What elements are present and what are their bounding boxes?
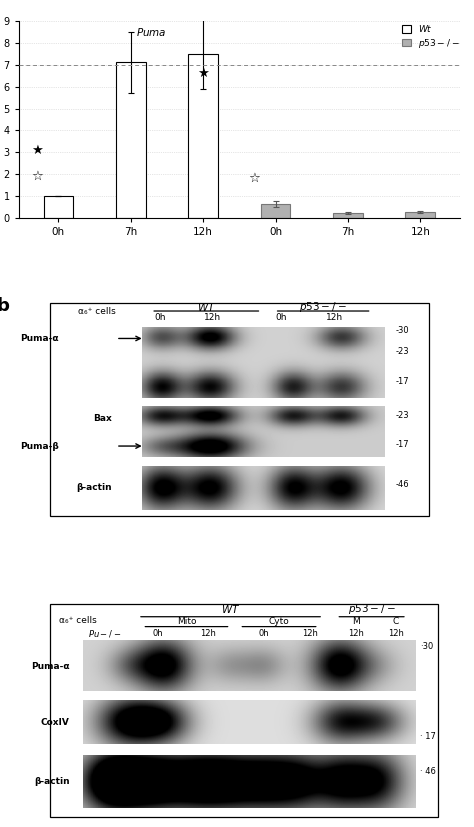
Text: 12h: 12h [302,629,318,638]
Text: C: C [393,617,399,625]
Bar [333,213,363,218]
Text: ☆: ☆ [31,170,43,183]
Bar [50,304,429,516]
Text: -30: -30 [396,327,410,335]
Text: · 17: · 17 [420,732,436,741]
Text: $\it{WT}$: $\it{WT}$ [221,603,240,615]
Bar [50,604,438,816]
Text: α₆⁺ cells: α₆⁺ cells [59,615,96,624]
Text: ·30: ·30 [420,642,433,651]
Text: Puma-α: Puma-α [31,662,70,671]
Text: Puma-β: Puma-β [20,442,59,451]
Text: $\it{Puma}$: $\it{Puma}$ [136,26,166,39]
Text: -17: -17 [396,377,410,385]
Text: -23: -23 [396,347,410,356]
Text: M: M [352,617,360,625]
Text: 0h: 0h [154,313,166,322]
Text: 0h: 0h [258,629,269,638]
Text: ★: ★ [31,144,43,157]
Text: $\it{p53-/-}$: $\it{p53-/-}$ [348,602,395,616]
Bar [405,212,435,218]
Text: 12h: 12h [204,313,221,322]
Text: α₆⁺ cells: α₆⁺ cells [79,307,116,316]
Text: 12h: 12h [326,313,343,322]
Text: Puma-α: Puma-α [20,334,59,343]
Text: β-actin: β-actin [34,777,70,786]
Text: $\it{Pu-/-}$: $\it{Pu-/-}$ [88,628,121,638]
Text: β-actin: β-actin [76,483,111,492]
Bar [188,54,218,218]
Text: -23: -23 [396,411,410,420]
Text: 0h: 0h [275,313,287,322]
Bar [116,62,146,218]
Text: Bax: Bax [93,414,111,423]
Text: 12h: 12h [201,629,217,638]
Text: ☆: ☆ [248,172,260,185]
Text: 0h: 0h [153,629,163,638]
Text: b: b [0,297,10,315]
Text: -46: -46 [396,480,410,489]
Text: Cyto: Cyto [269,617,290,625]
Text: ★: ★ [197,67,209,80]
Legend: $\it{Wt}$, $\it{p53-/-}$: $\it{Wt}$, $\it{p53-/-}$ [402,23,460,50]
Text: $\it{p53-/-}$: $\it{p53-/-}$ [299,299,347,313]
Text: $\it{WT}$: $\it{WT}$ [197,301,216,313]
Text: 12h: 12h [388,629,404,638]
Text: CoxIV: CoxIV [41,718,70,727]
Text: Mito: Mito [177,617,196,625]
Text: · 46: · 46 [420,767,436,776]
Text: 12h: 12h [348,629,364,638]
Bar [261,204,291,218]
Text: -17: -17 [396,441,410,449]
Bar [44,196,73,218]
